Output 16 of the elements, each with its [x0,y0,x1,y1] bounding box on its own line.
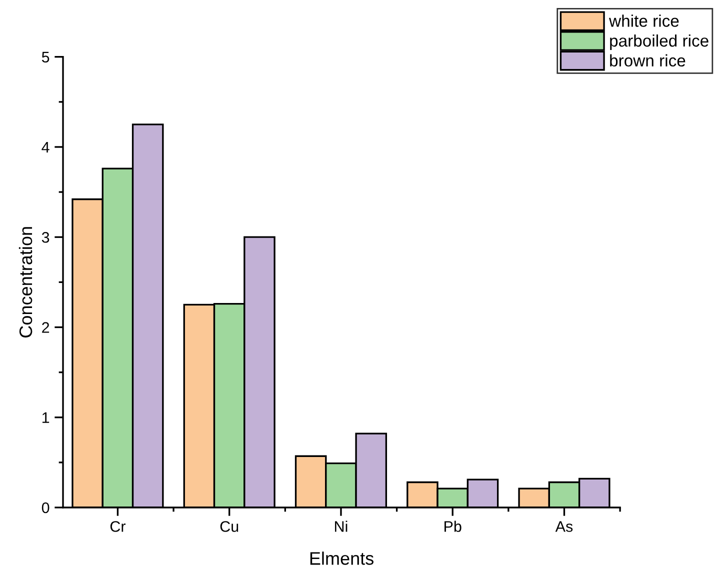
y-axis-title: Concentration [18,227,32,338]
y-tick-label: 4 [42,142,50,153]
x-tick-label: Ni [335,520,348,532]
legend-label: brown rice [610,54,686,67]
legend-label: parboiled rice [610,34,708,50]
x-tick-label: Cr [110,521,126,532]
x-tick-label: As [555,521,573,532]
y-tick-label: 2 [42,322,50,333]
y-tick-label: 1 [42,412,50,423]
y-tick-label: 3 [42,232,50,243]
x-tick-label: Pb [444,520,462,532]
x-tick-label: Cu [220,521,238,532]
y-tick-label: 5 [42,52,50,63]
y-tick-label: 0 [42,502,50,514]
legend-label: white rice [609,14,679,27]
x-axis-title: Elments [310,552,374,565]
